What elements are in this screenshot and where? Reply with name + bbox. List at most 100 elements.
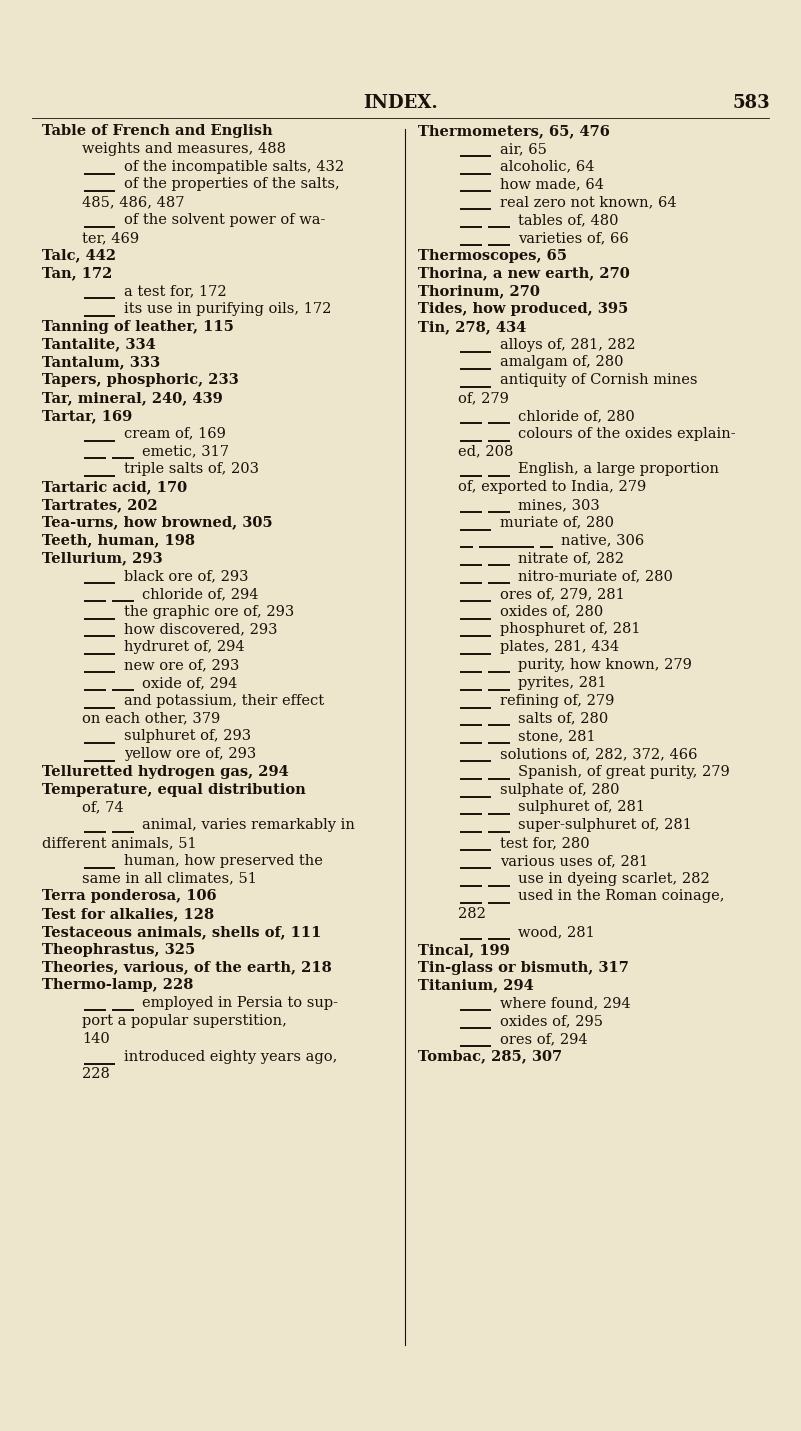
Text: Terra ponderosa, 106: Terra ponderosa, 106: [42, 890, 216, 903]
Text: Telluretted hydrogen gas, 294: Telluretted hydrogen gas, 294: [42, 764, 288, 778]
Text: how made, 64: how made, 64: [500, 177, 604, 192]
Text: mines, 303: mines, 303: [518, 498, 600, 512]
Text: Tin-glass or bismuth, 317: Tin-glass or bismuth, 317: [418, 960, 629, 975]
Text: alcoholic, 64: alcoholic, 64: [500, 160, 594, 173]
Text: new ore of, 293: new ore of, 293: [124, 658, 239, 673]
Text: Tantalite, 334: Tantalite, 334: [42, 338, 155, 352]
Text: how discovered, 293: how discovered, 293: [124, 622, 277, 637]
Text: Tombac, 285, 307: Tombac, 285, 307: [418, 1049, 562, 1063]
Text: native, 306: native, 306: [562, 534, 645, 548]
Text: emetic, 317: emetic, 317: [142, 445, 229, 458]
Text: Testaceous animals, shells of, 111: Testaceous animals, shells of, 111: [42, 924, 321, 939]
Text: chloride of, 280: chloride of, 280: [518, 409, 634, 422]
Text: Tantalum, 333: Tantalum, 333: [42, 355, 160, 369]
Text: wood, 281: wood, 281: [518, 924, 595, 939]
Text: its use in purifying oils, 172: its use in purifying oils, 172: [124, 302, 332, 316]
Text: human, how preserved the: human, how preserved the: [124, 854, 323, 867]
Text: Thorina, a new earth, 270: Thorina, a new earth, 270: [418, 266, 630, 280]
Text: Tan, 172: Tan, 172: [42, 266, 112, 280]
Text: Tapers, phosphoric, 233: Tapers, phosphoric, 233: [42, 373, 239, 388]
Text: animal, varies remarkably in: animal, varies remarkably in: [142, 819, 355, 833]
Text: of the properties of the salts,: of the properties of the salts,: [124, 177, 340, 192]
Text: phosphuret of, 281: phosphuret of, 281: [500, 622, 641, 637]
Text: oxides of, 280: oxides of, 280: [500, 605, 603, 618]
Text: Test for alkalies, 128: Test for alkalies, 128: [42, 907, 214, 922]
Text: Tar, mineral, 240, 439: Tar, mineral, 240, 439: [42, 391, 223, 405]
Text: and potassium, their effect: and potassium, their effect: [124, 694, 324, 707]
Text: black ore of, 293: black ore of, 293: [124, 570, 248, 582]
Text: alloys of, 281, 282: alloys of, 281, 282: [500, 338, 635, 352]
Text: Tea-urns, how browned, 305: Tea-urns, how browned, 305: [42, 515, 272, 529]
Text: Spanish, of great purity, 279: Spanish, of great purity, 279: [518, 764, 730, 778]
Text: sulphuret of, 293: sulphuret of, 293: [124, 730, 252, 743]
Text: Temperature, equal distribution: Temperature, equal distribution: [42, 783, 306, 797]
Text: solutions of, 282, 372, 466: solutions of, 282, 372, 466: [500, 747, 698, 761]
Text: Tin, 278, 434: Tin, 278, 434: [418, 319, 526, 333]
Text: Tartar, 169: Tartar, 169: [42, 409, 132, 422]
Text: ter, 469: ter, 469: [82, 230, 139, 245]
Text: Talc, 442: Talc, 442: [42, 249, 116, 263]
Text: use in dyeing scarlet, 282: use in dyeing scarlet, 282: [518, 871, 710, 886]
Text: of the incompatible salts, 432: of the incompatible salts, 432: [124, 160, 344, 173]
Text: English, a large proportion: English, a large proportion: [518, 462, 719, 477]
Text: super-sulphuret of, 281: super-sulphuret of, 281: [518, 819, 692, 833]
Text: oxide of, 294: oxide of, 294: [142, 675, 237, 690]
Text: nitrate of, 282: nitrate of, 282: [518, 551, 624, 565]
Text: INDEX.: INDEX.: [364, 94, 438, 112]
Text: Thermometers, 65, 476: Thermometers, 65, 476: [418, 124, 610, 137]
Text: employed in Persia to sup-: employed in Persia to sup-: [142, 996, 338, 1010]
Text: Teeth, human, 198: Teeth, human, 198: [42, 534, 195, 548]
Text: 282: 282: [458, 907, 486, 922]
Text: of, 279: of, 279: [458, 391, 509, 405]
Text: Theophrastus, 325: Theophrastus, 325: [42, 943, 195, 957]
Text: air, 65: air, 65: [500, 142, 547, 156]
Text: varieties of, 66: varieties of, 66: [518, 230, 629, 245]
Text: muriate of, 280: muriate of, 280: [500, 515, 614, 529]
Text: ores of, 279, 281: ores of, 279, 281: [500, 587, 625, 601]
Text: 485, 486, 487: 485, 486, 487: [82, 195, 184, 209]
Text: Titanium, 294: Titanium, 294: [418, 979, 533, 993]
Text: used in the Roman coinage,: used in the Roman coinage,: [518, 890, 724, 903]
Text: a test for, 172: a test for, 172: [124, 285, 227, 298]
Text: chloride of, 294: chloride of, 294: [142, 587, 259, 601]
Text: on each other, 379: on each other, 379: [82, 711, 220, 726]
Text: Theories, various, of the earth, 218: Theories, various, of the earth, 218: [42, 960, 332, 975]
Text: nitro-muriate of, 280: nitro-muriate of, 280: [518, 570, 673, 582]
Text: the graphic ore of, 293: the graphic ore of, 293: [124, 605, 294, 618]
Text: cream of, 169: cream of, 169: [124, 426, 226, 441]
Text: pyrites, 281: pyrites, 281: [518, 675, 606, 690]
Text: real zero not known, 64: real zero not known, 64: [500, 195, 677, 209]
Text: where found, 294: where found, 294: [500, 996, 630, 1010]
Text: test for, 280: test for, 280: [500, 836, 590, 850]
Text: sulphate of, 280: sulphate of, 280: [500, 783, 619, 797]
Text: yellow ore of, 293: yellow ore of, 293: [124, 747, 256, 761]
Text: introduced eighty years ago,: introduced eighty years ago,: [124, 1049, 337, 1063]
Text: port a popular superstition,: port a popular superstition,: [82, 1015, 287, 1027]
Text: weights and measures, 488: weights and measures, 488: [82, 142, 286, 156]
Text: Tides, how produced, 395: Tides, how produced, 395: [418, 302, 628, 316]
Text: antiquity of Cornish mines: antiquity of Cornish mines: [500, 373, 698, 388]
Text: hydruret of, 294: hydruret of, 294: [124, 640, 244, 654]
Text: Thermo-lamp, 228: Thermo-lamp, 228: [42, 979, 193, 993]
Text: Tanning of leather, 115: Tanning of leather, 115: [42, 319, 234, 333]
Text: Tartaric acid, 170: Tartaric acid, 170: [42, 479, 187, 494]
Text: Table of French and English: Table of French and English: [42, 124, 272, 137]
Text: oxides of, 295: oxides of, 295: [500, 1015, 603, 1027]
Text: salts of, 280: salts of, 280: [518, 711, 608, 726]
Text: Thorinum, 270: Thorinum, 270: [418, 285, 540, 298]
Text: 583: 583: [732, 94, 770, 112]
Text: amalgam of, 280: amalgam of, 280: [500, 355, 623, 369]
Text: stone, 281: stone, 281: [518, 730, 596, 743]
Text: refining of, 279: refining of, 279: [500, 694, 614, 707]
Text: of the solvent power of wa-: of the solvent power of wa-: [124, 213, 325, 228]
Text: triple salts of, 203: triple salts of, 203: [124, 462, 259, 477]
Text: Tartrates, 202: Tartrates, 202: [42, 498, 158, 512]
Text: various uses of, 281: various uses of, 281: [500, 854, 648, 867]
Text: 140: 140: [82, 1032, 110, 1046]
Text: ores of, 294: ores of, 294: [500, 1032, 588, 1046]
Text: Tellurium, 293: Tellurium, 293: [42, 551, 163, 565]
Text: 228: 228: [82, 1068, 110, 1082]
Text: ed, 208: ed, 208: [458, 445, 513, 458]
Text: tables of, 480: tables of, 480: [518, 213, 618, 228]
Text: Tincal, 199: Tincal, 199: [418, 943, 509, 957]
